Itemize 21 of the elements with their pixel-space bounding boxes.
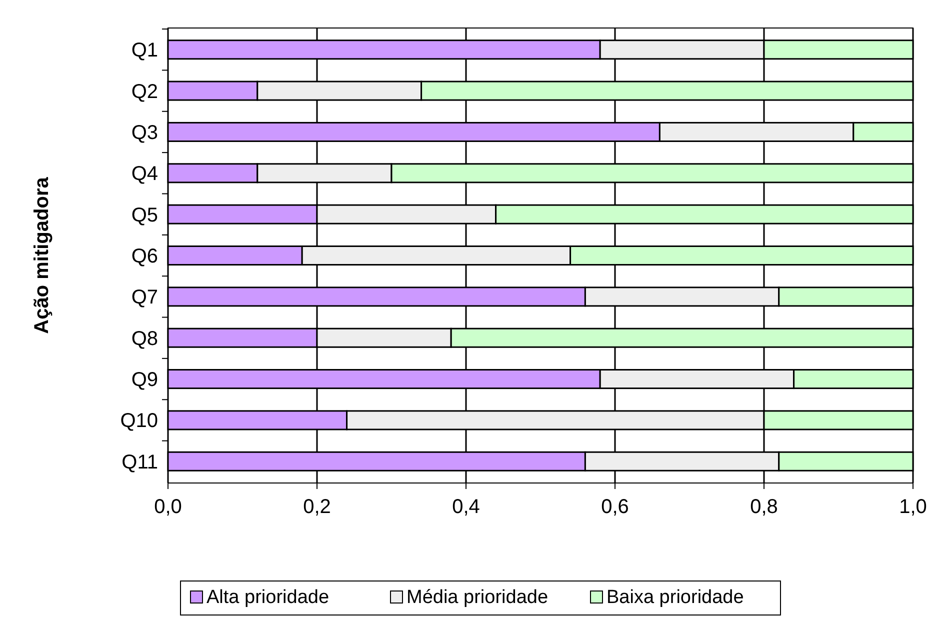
- legend-label: Média prioridade: [406, 587, 548, 608]
- y-tick-label: Q5: [131, 204, 158, 226]
- y-tick-label: Q6: [131, 246, 158, 268]
- x-tick-label: 0,8: [750, 496, 778, 518]
- legend-label: Baixa prioridade: [606, 587, 744, 608]
- y-tick-label: Q1: [131, 40, 158, 62]
- y-axis-title: Ação mitigadora: [31, 176, 53, 334]
- legend-label: Alta prioridade: [206, 587, 330, 608]
- y-tick-label: Q10: [120, 410, 158, 432]
- y-tick-label: Q8: [131, 328, 158, 350]
- y-tick-label: Q7: [131, 286, 158, 309]
- y-tick-label: Q9: [131, 369, 158, 392]
- y-tick-label: Q4: [131, 163, 158, 186]
- y-tick-label: Q3: [131, 122, 158, 144]
- y-tick-label: Q11: [122, 451, 158, 474]
- x-tick-label: 0,4: [452, 496, 480, 518]
- x-tick-label: 0,6: [601, 496, 629, 518]
- x-tick-label: 0,2: [303, 496, 331, 518]
- y-tick-label: Q2: [131, 80, 158, 103]
- x-tick-label: 1,0: [899, 496, 927, 518]
- x-tick-label: 0,0: [154, 496, 182, 518]
